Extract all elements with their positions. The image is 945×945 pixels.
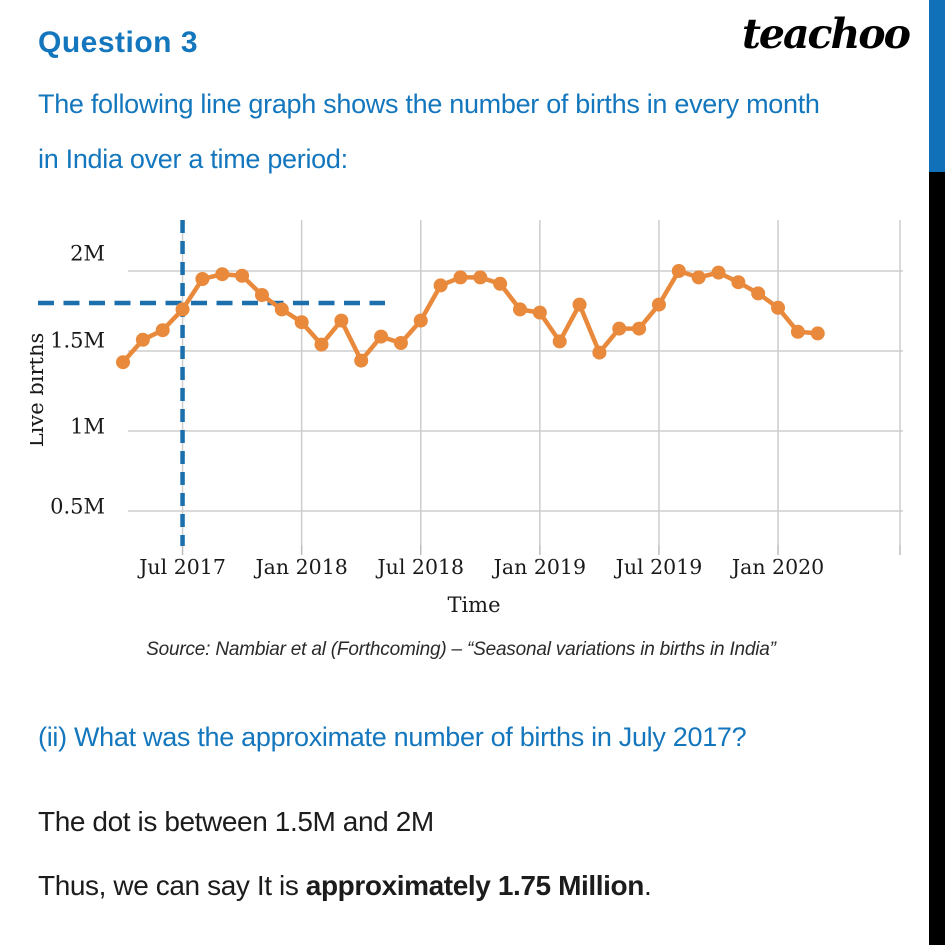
data-point bbox=[513, 302, 527, 317]
data-point bbox=[215, 267, 230, 282]
y-tick-label: 1.5M bbox=[50, 329, 105, 353]
x-tick-label: Jan 2019 bbox=[492, 555, 586, 579]
page-edge-blue-bar bbox=[929, 0, 945, 172]
page-edge-black-bar bbox=[929, 172, 945, 945]
intro-line-2: in India over a time period: bbox=[38, 144, 348, 174]
data-point bbox=[135, 332, 150, 347]
data-point bbox=[155, 323, 170, 338]
x-tick-label: Jul 2018 bbox=[375, 555, 464, 579]
data-point bbox=[632, 321, 647, 336]
data-point bbox=[116, 355, 130, 370]
x-tick-label: Jul 2019 bbox=[614, 555, 703, 579]
data-point bbox=[314, 337, 329, 352]
data-point bbox=[572, 297, 587, 312]
data-point bbox=[393, 336, 408, 350]
y-axis-title: Live births bbox=[30, 333, 48, 448]
data-point bbox=[493, 276, 508, 291]
y-tick-label: 1M bbox=[70, 415, 105, 439]
data-point bbox=[592, 345, 607, 360]
data-point bbox=[453, 270, 468, 285]
data-point bbox=[433, 278, 448, 293]
data-point bbox=[771, 300, 786, 315]
answer-line-2-bold: approximately 1.75 Million bbox=[305, 870, 645, 901]
answer-line-2-prefix: Thus, we can say It is bbox=[38, 870, 306, 901]
data-point bbox=[751, 286, 766, 301]
data-point bbox=[235, 268, 250, 283]
answer-line-2: Thus, we can say It is approximately 1.7… bbox=[38, 870, 652, 902]
y-tick-label: 2M bbox=[70, 242, 105, 266]
page-title: Question 3 bbox=[38, 26, 199, 59]
intro-line-1: The following line graph shows the numbe… bbox=[38, 89, 820, 119]
data-point bbox=[473, 270, 488, 285]
data-point bbox=[671, 264, 686, 278]
data-point bbox=[731, 275, 746, 290]
data-point bbox=[334, 313, 349, 328]
data-point bbox=[532, 305, 547, 320]
answer-line-2-suffix: . bbox=[643, 870, 652, 901]
births-series-line bbox=[121, 268, 818, 364]
data-point bbox=[254, 288, 269, 302]
births-line-chart: 2M 1.5M 1M 0.5M Jul 2017 Jan 2018 Jul 2018 Jan … bbox=[30, 220, 903, 617]
data-point bbox=[354, 353, 369, 368]
x-tick-label: Jan 2018 bbox=[253, 555, 347, 579]
data-point bbox=[691, 270, 706, 285]
answer-line-1: The dot is between 1.5M and 2M bbox=[38, 806, 434, 837]
data-point bbox=[810, 326, 825, 341]
data-point bbox=[790, 324, 805, 339]
data-point bbox=[552, 334, 567, 349]
x-tick-label: Jul 2017 bbox=[137, 555, 226, 579]
question-ii: (ii) What was the approximate number of … bbox=[38, 722, 747, 752]
data-point bbox=[195, 272, 210, 286]
data-point bbox=[374, 329, 389, 344]
data-point bbox=[294, 315, 309, 330]
teachoo-logo: teachoo bbox=[741, 10, 911, 58]
data-point bbox=[274, 302, 289, 317]
data-point bbox=[612, 321, 627, 336]
y-tick-label: 0.5M bbox=[50, 495, 105, 519]
data-point bbox=[651, 297, 666, 312]
data-point bbox=[175, 302, 190, 317]
x-axis-title: Time bbox=[447, 593, 500, 617]
x-tick-label: Jan 2020 bbox=[730, 555, 824, 579]
data-point bbox=[711, 265, 726, 280]
chart-source-citation: Source: Nambiar et al (Forthcoming) – “S… bbox=[146, 639, 776, 660]
data-point bbox=[413, 313, 428, 328]
